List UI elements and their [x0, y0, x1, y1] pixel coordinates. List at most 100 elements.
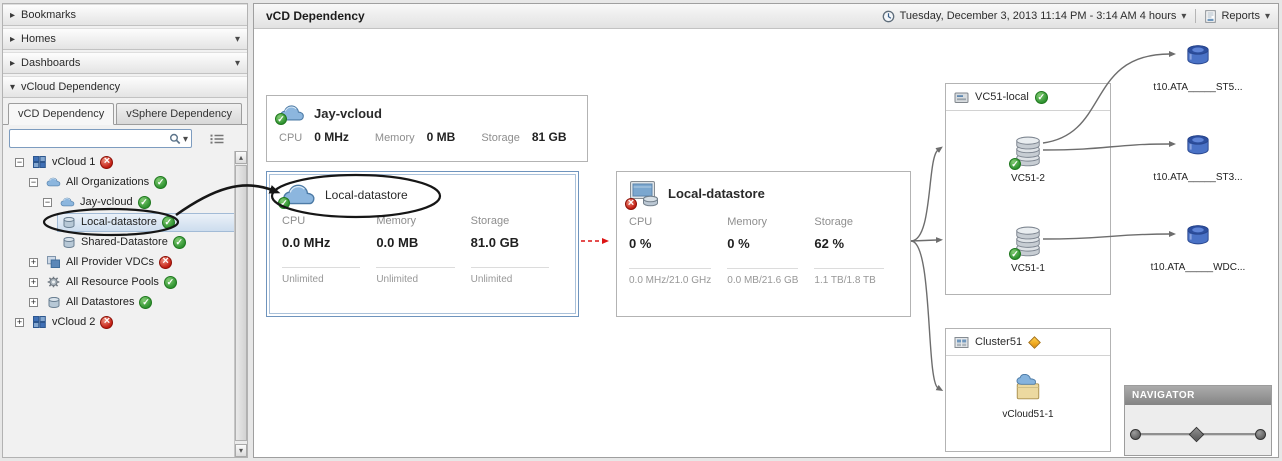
tree-item-local-datastore[interactable]: Local-datastore	[3, 212, 236, 232]
toolbar-separator	[1195, 9, 1197, 23]
memory-stat: Memory 0 MB	[375, 130, 455, 144]
tree-item-label: vCloud 2	[52, 316, 96, 328]
navigator-slider-handle[interactable]	[1188, 426, 1205, 443]
node-vc51-1[interactable]: VC51-1	[946, 225, 1110, 274]
reports-control[interactable]: Reports	[1205, 10, 1270, 23]
tab-vsphere-dependency[interactable]: vSphere Dependency	[116, 103, 243, 125]
card-title: Jay-vcloud	[314, 105, 382, 121]
node-vc51-2[interactable]: VC51-2	[946, 135, 1110, 184]
tree-row-body: Jay-vcloud	[56, 193, 236, 212]
disk-label: t10.ATA_____ST3...	[1153, 172, 1243, 183]
tab-vcd-dependency[interactable]: vCD Dependency	[8, 103, 115, 125]
node-label: VC51-1	[1011, 263, 1045, 274]
reports-label: Reports	[1221, 10, 1260, 22]
list-view-icon[interactable]	[210, 133, 224, 145]
tree-row-body: All Organizations	[42, 173, 236, 192]
chevron-down-icon	[1265, 10, 1270, 22]
metric-detail: 0.0 MB/21.6 GB	[727, 268, 799, 286]
expand-expander-icon[interactable]	[29, 277, 38, 287]
navigator-slider-max-handle[interactable]	[1255, 429, 1266, 440]
sidebar-scrollbar[interactable]	[234, 151, 247, 457]
node-label: vCloud51-1	[1002, 409, 1054, 420]
metric-detail: Unlimited	[282, 267, 361, 285]
metric-value: 0 %	[727, 236, 750, 251]
status-ok-icon	[172, 235, 186, 249]
search-icon[interactable]	[169, 133, 181, 145]
page-title: vCD Dependency	[266, 9, 365, 23]
scroll-up-button[interactable]	[235, 151, 247, 164]
navigator-title: NAVIGATOR	[1132, 390, 1195, 401]
navigator-panel: NAVIGATOR	[1124, 385, 1272, 456]
navigator-slider-min-handle[interactable]	[1130, 429, 1141, 440]
section-menu-icon[interactable]	[235, 33, 240, 45]
tree-item-jay-vcloud[interactable]: Jay-vcloud	[3, 192, 236, 212]
tree-item-vcloud-2[interactable]: vCloud 2	[3, 312, 236, 332]
metric-value: 81.0 GB	[470, 235, 520, 250]
expand-expander-icon[interactable]	[29, 297, 38, 307]
stat-label: CPU	[279, 132, 303, 144]
section-label: Homes	[21, 33, 56, 45]
vc-local-datastore-card[interactable]: Local-datastore CPU 0 % 0.0 MHz/21.0 GHz…	[616, 171, 911, 317]
tree-row-body: All Resource Pools	[42, 273, 236, 292]
search-box[interactable]	[9, 129, 192, 148]
disk-node-st3[interactable]: t10.ATA_____ST3...	[1150, 133, 1246, 183]
section-menu-icon[interactable]	[235, 57, 240, 69]
tree-item-all-organizations[interactable]: All Organizations	[3, 172, 236, 192]
status-ok-icon	[278, 197, 290, 209]
vcloud-icon	[32, 156, 47, 168]
disk-icon	[1185, 223, 1211, 247]
search-options-icon[interactable]	[183, 133, 188, 145]
database-stack-icon	[1009, 225, 1043, 260]
stat-value: 81 GB	[531, 130, 567, 144]
tree-row-body: Shared-Datastore	[57, 233, 236, 252]
time-range-control[interactable]: Tuesday, December 3, 2013 11:14 PM - 3:1…	[882, 10, 1187, 23]
provider-vdc-icon	[46, 256, 61, 268]
status-ok-icon	[139, 295, 153, 309]
vcd-local-datastore-card[interactable]: Local-datastore CPU 0.0 MHz Unlimited Me…	[266, 171, 579, 317]
metric-detail: Unlimited	[470, 267, 549, 285]
vc51-local-card[interactable]: VC51-local VC51-2 VC51-1	[945, 83, 1111, 295]
sidebar-section-vcloud-dependency[interactable]: vCloud Dependency	[3, 76, 247, 98]
expand-expander-icon[interactable]	[29, 257, 38, 267]
sidebar-section-dashboards[interactable]: Dashboards	[3, 52, 247, 74]
card-header: Jay-vcloud	[267, 96, 587, 125]
disk-node-wdc[interactable]: t10.ATA_____WDC...	[1150, 223, 1246, 273]
tree-item-label: Shared-Datastore	[81, 236, 168, 248]
cluster51-card[interactable]: Cluster51 vCloud51-1	[945, 328, 1111, 452]
expand-expander-icon[interactable]	[15, 317, 24, 327]
jay-vcloud-card[interactable]: Jay-vcloud CPU 0 MHz Memory 0 MB Storage…	[266, 95, 588, 162]
search-row	[3, 125, 247, 152]
node-vcloud51-1[interactable]: vCloud51-1	[946, 374, 1110, 420]
status-error-icon	[159, 255, 173, 269]
collapse-expander-icon[interactable]	[29, 177, 38, 187]
card-header: Local-datastore	[617, 172, 910, 210]
memory-column: Memory 0.0 MB Unlimited	[376, 215, 470, 285]
navigator-header: NAVIGATOR	[1125, 386, 1271, 405]
tree-row-body: All Datastores	[42, 293, 236, 312]
metric-label: Storage	[470, 215, 510, 227]
disk-label: t10.ATA_____ST5...	[1153, 82, 1243, 93]
dependency-tabs: vCD Dependency vSphere Dependency	[3, 100, 247, 125]
disk-label: t10.ATA_____WDC...	[1150, 262, 1246, 273]
scroll-down-button[interactable]	[235, 444, 247, 457]
sidebar-section-homes[interactable]: Homes	[3, 28, 247, 50]
tree-row-body: vCloud 1	[28, 153, 236, 172]
status-error-icon	[625, 198, 637, 210]
group-card-title: VC51-local	[975, 91, 1029, 103]
metric-label: CPU	[629, 216, 653, 228]
tree-item-vcloud-1[interactable]: vCloud 1	[3, 152, 236, 172]
tree-item-all-resource-pools[interactable]: All Resource Pools	[3, 272, 236, 292]
sidebar-section-bookmarks[interactable]: Bookmarks	[3, 4, 247, 26]
disk-node-st5[interactable]: t10.ATA_____ST5...	[1150, 43, 1246, 93]
database-stack-icon	[1009, 135, 1043, 170]
tree-item-all-provider-vdcs[interactable]: All Provider VDCs	[3, 252, 236, 272]
chevron-down-icon	[1181, 10, 1186, 22]
search-input[interactable]	[15, 132, 167, 145]
tree-item-all-datastores[interactable]: All Datastores	[3, 292, 236, 312]
collapse-expander-icon[interactable]	[43, 197, 52, 207]
collapse-expander-icon[interactable]	[15, 157, 24, 167]
card-stats: CPU 0 MHz Memory 0 MB Storage 81 GB	[267, 125, 587, 149]
scrollbar-thumb[interactable]	[235, 165, 247, 441]
tree-item-shared-datastore[interactable]: Shared-Datastore	[3, 232, 236, 252]
status-warning-icon	[1028, 335, 1041, 349]
